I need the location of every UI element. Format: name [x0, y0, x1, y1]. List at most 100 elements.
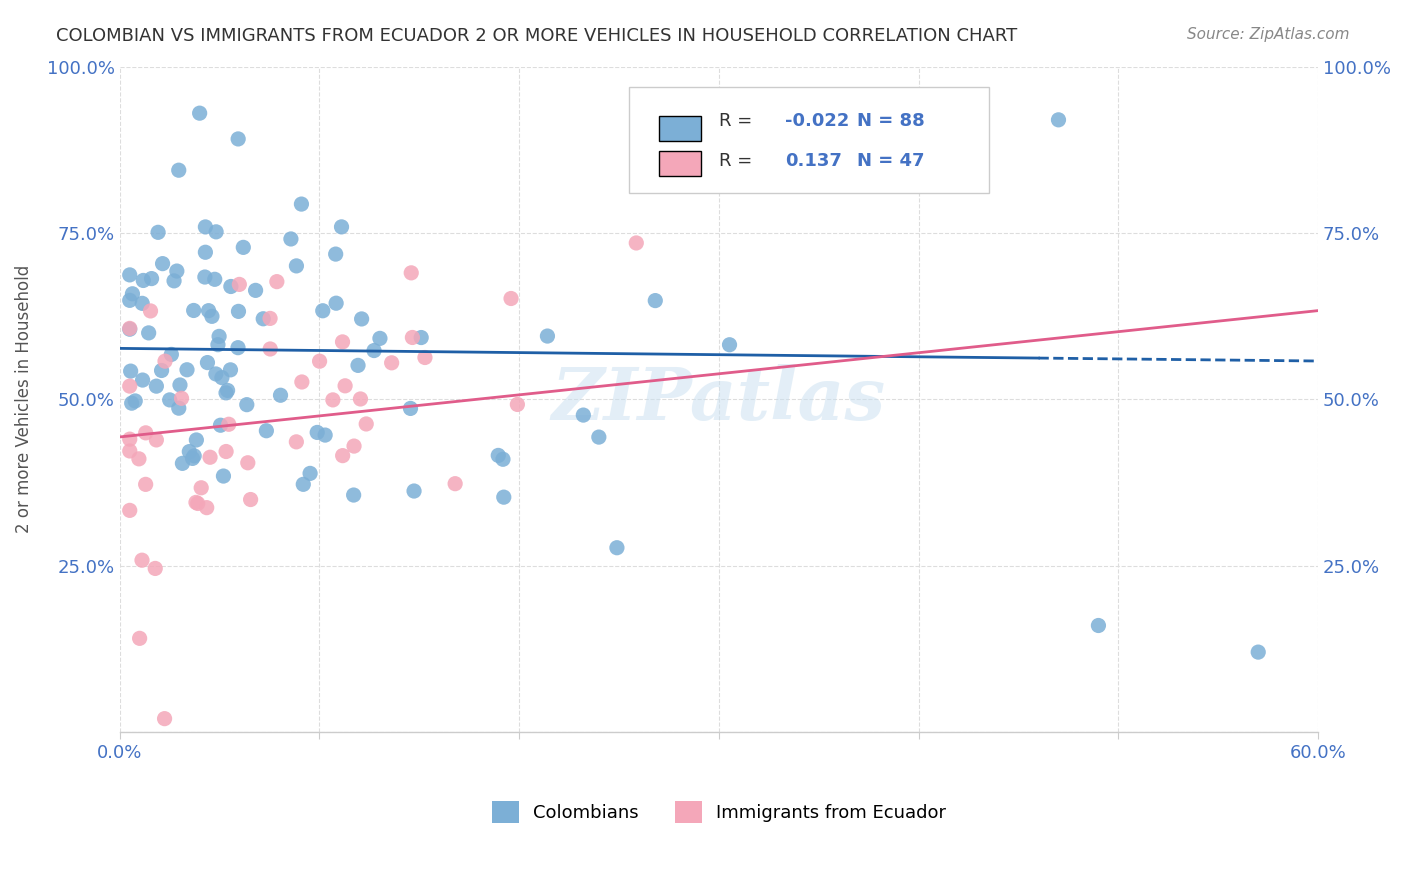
Point — [347, 359, 370, 373]
Legend: Colombians, Immigrants from Ecuador: Colombians, Immigrants from Ecuador — [484, 794, 953, 830]
Point — [139, 304, 162, 318]
Point — [118, 293, 141, 308]
Point — [219, 363, 242, 377]
Point — [492, 452, 515, 467]
Point — [215, 385, 238, 400]
Point — [197, 355, 219, 369]
Point — [399, 266, 422, 280]
Point — [291, 375, 314, 389]
Point — [292, 477, 315, 491]
Point — [707, 146, 730, 161]
Point — [218, 417, 240, 432]
Point — [138, 326, 160, 340]
Point — [204, 272, 226, 286]
Point — [401, 330, 423, 344]
Point — [153, 712, 176, 726]
Point — [322, 392, 344, 407]
Point — [333, 379, 356, 393]
Point — [207, 337, 229, 351]
Point — [626, 235, 648, 250]
Point — [179, 444, 201, 458]
Point — [254, 424, 277, 438]
Point — [166, 264, 188, 278]
Point — [128, 632, 150, 646]
Point — [399, 401, 422, 416]
Point — [131, 296, 153, 310]
Point — [363, 343, 385, 358]
Point — [118, 321, 141, 335]
Point — [266, 275, 288, 289]
Text: -0.022: -0.022 — [785, 112, 849, 130]
Point — [349, 392, 371, 406]
Point — [132, 273, 155, 287]
Point — [150, 363, 173, 377]
Point — [176, 363, 198, 377]
Point — [159, 392, 181, 407]
Point — [299, 467, 322, 481]
Point — [343, 488, 366, 502]
Point — [194, 219, 217, 234]
Point — [170, 392, 193, 406]
Point — [343, 439, 366, 453]
Point — [194, 270, 217, 285]
Point — [211, 370, 233, 384]
Point — [280, 232, 302, 246]
Text: R =: R = — [718, 152, 763, 170]
Point — [606, 541, 628, 555]
Point — [160, 347, 183, 361]
Point — [118, 432, 141, 446]
Point — [325, 296, 347, 310]
Point — [236, 398, 259, 412]
Point — [118, 322, 141, 336]
Point — [118, 503, 141, 517]
Point — [128, 451, 150, 466]
Point — [145, 433, 167, 447]
Point — [212, 469, 235, 483]
FancyBboxPatch shape — [659, 115, 702, 141]
Point — [169, 378, 191, 392]
Point — [314, 428, 336, 442]
Point — [312, 303, 335, 318]
Point — [135, 477, 157, 491]
Point — [252, 311, 274, 326]
Point — [120, 364, 142, 378]
Point — [195, 500, 218, 515]
Point — [167, 163, 190, 178]
Point — [332, 334, 354, 349]
Point — [172, 456, 194, 470]
Point — [285, 434, 308, 449]
Point — [572, 408, 595, 422]
Point — [208, 329, 231, 343]
Point — [413, 351, 436, 365]
Point — [197, 303, 219, 318]
Point — [350, 312, 373, 326]
Point — [232, 240, 254, 254]
Point — [290, 197, 312, 211]
Point — [239, 492, 262, 507]
Point — [152, 257, 174, 271]
Point — [1247, 645, 1270, 659]
Y-axis label: 2 or more Vehicles in Household: 2 or more Vehicles in Household — [15, 265, 32, 533]
Point — [143, 561, 166, 575]
Point — [131, 373, 153, 387]
Point — [141, 271, 163, 285]
Point — [181, 451, 204, 466]
FancyBboxPatch shape — [628, 87, 988, 193]
Point — [183, 449, 205, 463]
Point — [492, 490, 515, 504]
Point — [184, 495, 207, 509]
Text: R =: R = — [718, 112, 758, 130]
Point — [486, 449, 509, 463]
Text: N = 47: N = 47 — [856, 152, 924, 170]
Point — [588, 430, 610, 444]
Point — [381, 356, 404, 370]
Text: COLOMBIAN VS IMMIGRANTS FROM ECUADOR 2 OR MORE VEHICLES IN HOUSEHOLD CORRELATION: COLOMBIAN VS IMMIGRANTS FROM ECUADOR 2 O… — [56, 27, 1018, 45]
Point — [228, 304, 250, 318]
Point — [402, 483, 425, 498]
Point — [1087, 618, 1109, 632]
Point — [332, 449, 354, 463]
Point — [187, 496, 209, 510]
Point — [186, 433, 208, 447]
Point — [198, 450, 221, 465]
Point — [259, 342, 281, 356]
